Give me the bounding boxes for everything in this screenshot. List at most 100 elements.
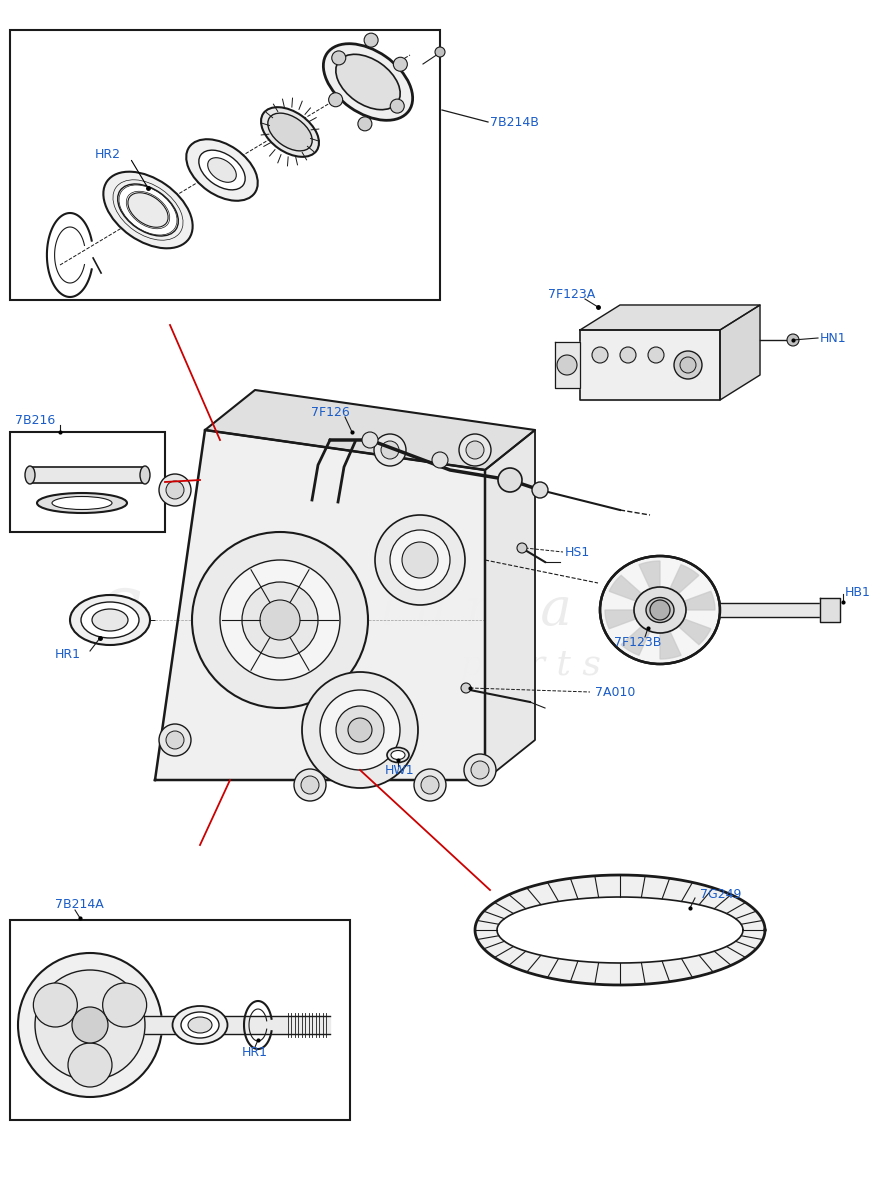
Ellipse shape bbox=[70, 595, 149, 646]
Polygon shape bbox=[484, 430, 534, 780]
Ellipse shape bbox=[186, 139, 257, 200]
Ellipse shape bbox=[390, 750, 405, 760]
Text: 7F123A: 7F123A bbox=[547, 288, 595, 300]
Circle shape bbox=[375, 515, 464, 605]
Polygon shape bbox=[660, 610, 680, 659]
Circle shape bbox=[166, 481, 183, 499]
Circle shape bbox=[33, 983, 77, 1027]
Ellipse shape bbox=[268, 113, 312, 151]
Polygon shape bbox=[604, 610, 660, 629]
Circle shape bbox=[18, 953, 162, 1097]
Ellipse shape bbox=[128, 193, 168, 227]
Polygon shape bbox=[580, 305, 760, 330]
Circle shape bbox=[470, 761, 488, 779]
Polygon shape bbox=[620, 610, 660, 655]
Circle shape bbox=[459, 434, 490, 466]
Text: 7B214A: 7B214A bbox=[55, 899, 103, 912]
Text: HN1: HN1 bbox=[819, 331, 846, 344]
Ellipse shape bbox=[646, 598, 673, 623]
Circle shape bbox=[680, 358, 695, 373]
Circle shape bbox=[328, 92, 342, 107]
Ellipse shape bbox=[52, 497, 112, 510]
Polygon shape bbox=[660, 565, 698, 610]
Circle shape bbox=[591, 347, 607, 362]
Circle shape bbox=[362, 432, 377, 448]
Polygon shape bbox=[30, 467, 145, 482]
Ellipse shape bbox=[103, 172, 192, 248]
Text: HR1: HR1 bbox=[55, 648, 81, 661]
Ellipse shape bbox=[323, 43, 412, 120]
Bar bbox=[10, 30, 440, 300]
Polygon shape bbox=[580, 330, 720, 400]
Circle shape bbox=[466, 440, 483, 458]
Circle shape bbox=[401, 542, 437, 578]
Ellipse shape bbox=[181, 1012, 219, 1038]
Polygon shape bbox=[608, 575, 660, 610]
Polygon shape bbox=[720, 305, 760, 400]
Ellipse shape bbox=[172, 1006, 227, 1044]
Ellipse shape bbox=[335, 54, 400, 109]
Bar bbox=[10, 432, 165, 532]
Text: 7B216: 7B216 bbox=[15, 414, 56, 426]
Circle shape bbox=[220, 560, 340, 680]
Circle shape bbox=[421, 776, 439, 794]
Text: 7G249: 7G249 bbox=[700, 888, 740, 901]
Circle shape bbox=[35, 970, 145, 1080]
Circle shape bbox=[620, 347, 635, 362]
Circle shape bbox=[103, 983, 147, 1027]
Circle shape bbox=[331, 50, 345, 65]
Ellipse shape bbox=[634, 587, 686, 634]
Circle shape bbox=[463, 754, 495, 786]
Text: HW1: HW1 bbox=[385, 763, 415, 776]
Polygon shape bbox=[638, 560, 660, 610]
Circle shape bbox=[320, 690, 400, 770]
Text: p a r t s: p a r t s bbox=[459, 648, 600, 682]
Text: 7A010: 7A010 bbox=[594, 685, 634, 698]
Circle shape bbox=[357, 116, 371, 131]
Circle shape bbox=[432, 452, 448, 468]
Circle shape bbox=[647, 347, 663, 362]
Ellipse shape bbox=[117, 184, 178, 236]
Ellipse shape bbox=[25, 466, 35, 484]
Polygon shape bbox=[145, 1016, 329, 1034]
Ellipse shape bbox=[208, 157, 236, 182]
Text: HB1: HB1 bbox=[844, 586, 869, 599]
Polygon shape bbox=[205, 390, 534, 470]
Polygon shape bbox=[474, 875, 764, 985]
Ellipse shape bbox=[140, 466, 149, 484]
Text: s: s bbox=[97, 569, 142, 652]
Circle shape bbox=[497, 468, 521, 492]
Circle shape bbox=[68, 1043, 112, 1087]
Circle shape bbox=[461, 683, 470, 692]
Bar bbox=[10, 920, 349, 1120]
Circle shape bbox=[159, 474, 191, 506]
Polygon shape bbox=[720, 602, 819, 617]
Circle shape bbox=[393, 58, 407, 71]
Ellipse shape bbox=[387, 748, 408, 762]
Circle shape bbox=[192, 532, 368, 708]
Circle shape bbox=[389, 530, 449, 590]
Circle shape bbox=[301, 776, 319, 794]
Text: s o l u r i a: s o l u r i a bbox=[288, 584, 571, 636]
Circle shape bbox=[260, 600, 300, 640]
Circle shape bbox=[242, 582, 318, 658]
Circle shape bbox=[159, 724, 191, 756]
Circle shape bbox=[364, 34, 378, 47]
Polygon shape bbox=[155, 430, 484, 780]
Ellipse shape bbox=[261, 107, 319, 157]
Circle shape bbox=[556, 355, 576, 374]
Ellipse shape bbox=[37, 493, 127, 514]
Circle shape bbox=[166, 731, 183, 749]
Text: 7F126: 7F126 bbox=[310, 406, 349, 419]
Circle shape bbox=[335, 706, 383, 754]
Circle shape bbox=[434, 47, 444, 56]
Circle shape bbox=[786, 334, 798, 346]
Circle shape bbox=[294, 769, 326, 802]
Circle shape bbox=[673, 350, 701, 379]
Ellipse shape bbox=[92, 608, 128, 631]
Ellipse shape bbox=[199, 150, 245, 190]
Text: HR1: HR1 bbox=[242, 1045, 268, 1058]
Polygon shape bbox=[660, 592, 714, 610]
Polygon shape bbox=[554, 342, 580, 388]
Ellipse shape bbox=[81, 602, 139, 638]
